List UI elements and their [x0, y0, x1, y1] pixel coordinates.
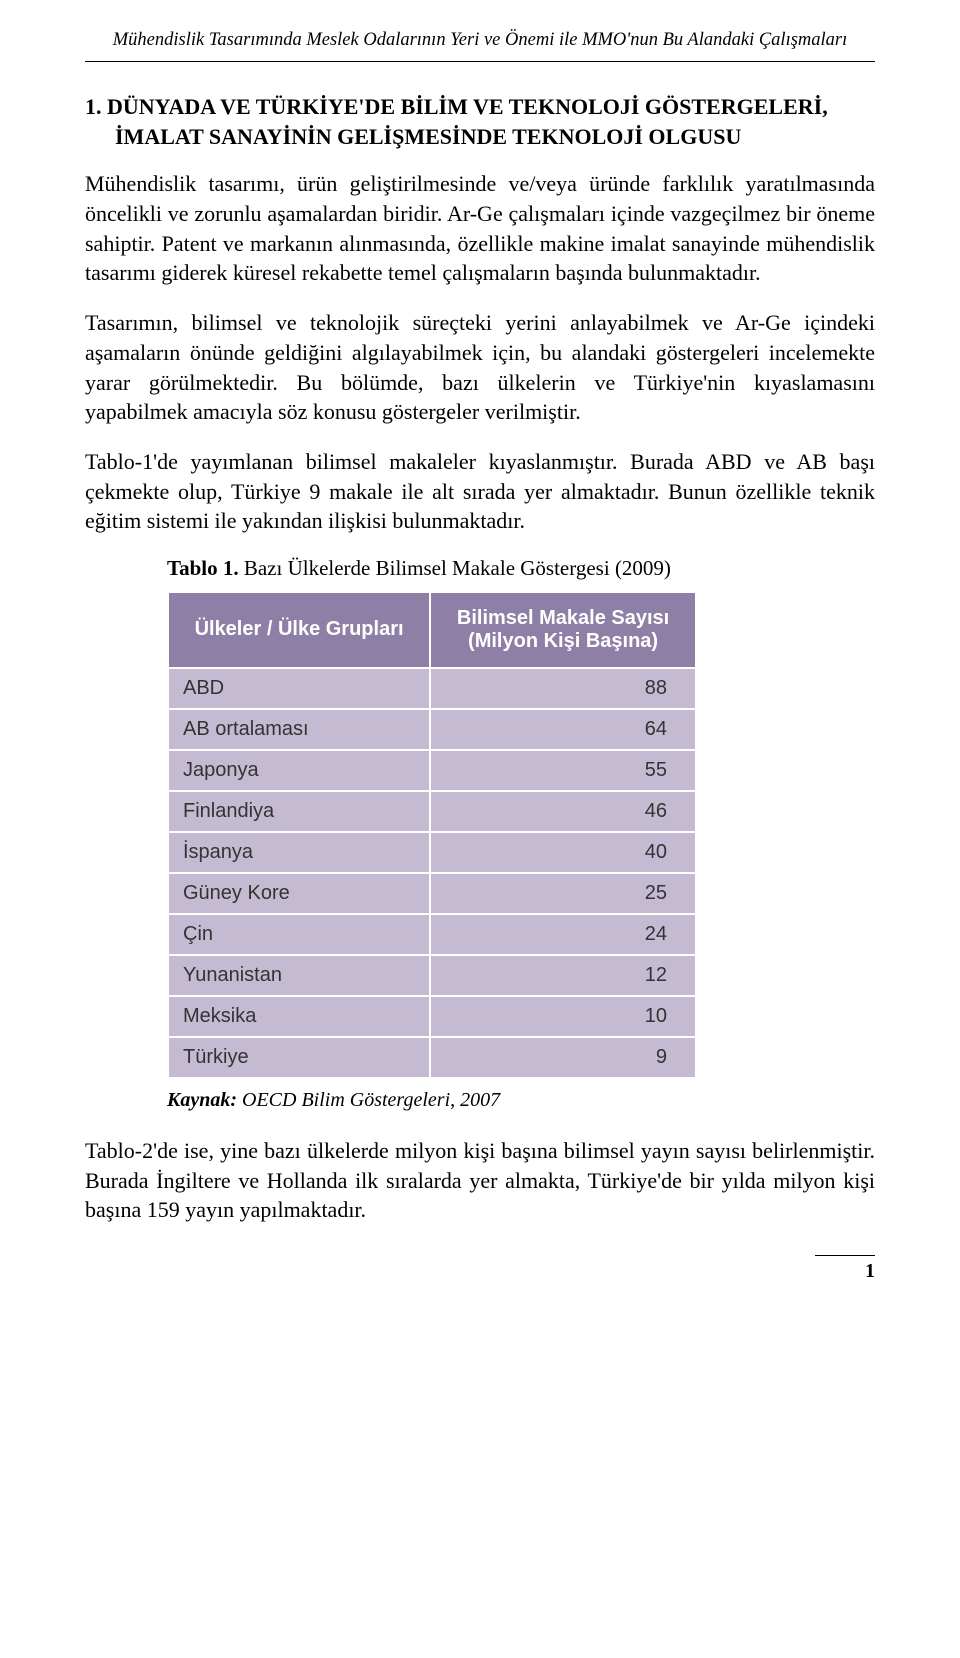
table-cell-value: 46 — [430, 791, 696, 832]
table-cell-value: 10 — [430, 996, 696, 1037]
table-cell-country: Güney Kore — [168, 873, 430, 914]
running-header: Mühendislik Tasarımında Meslek Odalarını… — [85, 30, 875, 57]
table-cell-country: Meksika — [168, 996, 430, 1037]
header-rule — [85, 61, 875, 62]
paragraph-2: Tasarımın, bilimsel ve teknolojik süreçt… — [85, 308, 875, 427]
table-row: Finlandiya46 — [168, 791, 696, 832]
table-row: İspanya40 — [168, 832, 696, 873]
table-cell-value: 12 — [430, 955, 696, 996]
table1-caption-label: Tablo 1. — [167, 556, 239, 580]
table-cell-value: 40 — [430, 832, 696, 873]
table1-source-label: Kaynak: — [167, 1089, 237, 1111]
table-cell-country: Finlandiya — [168, 791, 430, 832]
table-cell-country: Japonya — [168, 750, 430, 791]
table1-source: Kaynak: OECD Bilim Göstergeleri, 2007 — [167, 1089, 875, 1112]
section-heading: 1. DÜNYADA VE TÜRKİYE'DE BİLİM VE TEKNOL… — [85, 92, 875, 151]
table-cell-value: 9 — [430, 1037, 696, 1078]
table-cell-value: 88 — [430, 668, 696, 709]
table-cell-value: 25 — [430, 873, 696, 914]
table1-body: ABD88AB ortalaması64Japonya55Finlandiya4… — [168, 668, 696, 1078]
table1-caption: Tablo 1. Bazı Ülkelerde Bilimsel Makale … — [167, 556, 875, 581]
table-row: Yunanistan12 — [168, 955, 696, 996]
table1-caption-text: Bazı Ülkelerde Bilimsel Makale Gösterges… — [239, 556, 671, 580]
table-row: AB ortalaması64 — [168, 709, 696, 750]
table-cell-value: 64 — [430, 709, 696, 750]
page-number: 1 — [815, 1255, 875, 1283]
table-cell-country: AB ortalaması — [168, 709, 430, 750]
table-cell-country: Çin — [168, 914, 430, 955]
table-cell-country: ABD — [168, 668, 430, 709]
table1-col1-header: Ülkeler / Ülke Grupları — [168, 592, 430, 668]
table1-col2-header: Bilimsel Makale Sayısı (Milyon Kişi Başı… — [430, 592, 696, 668]
table1-header-row: Ülkeler / Ülke Grupları Bilimsel Makale … — [168, 592, 696, 668]
table-row: ABD88 — [168, 668, 696, 709]
table-cell-country: İspanya — [168, 832, 430, 873]
table-cell-value: 24 — [430, 914, 696, 955]
table1-source-text: OECD Bilim Göstergeleri, 2007 — [237, 1089, 500, 1111]
table-cell-country: Türkiye — [168, 1037, 430, 1078]
table1-col2-header-line1: Bilimsel Makale Sayısı — [457, 607, 669, 629]
table-cell-value: 55 — [430, 750, 696, 791]
document-page: Mühendislik Tasarımında Meslek Odalarını… — [0, 0, 960, 1323]
table-row: Güney Kore25 — [168, 873, 696, 914]
table-row: Türkiye9 — [168, 1037, 696, 1078]
paragraph-4: Tablo-2'de ise, yine bazı ülkelerde mily… — [85, 1136, 875, 1225]
table-row: Meksika10 — [168, 996, 696, 1037]
table1-head: Ülkeler / Ülke Grupları Bilimsel Makale … — [168, 592, 696, 668]
paragraph-3: Tablo-1'de yayımlanan bilimsel makaleler… — [85, 447, 875, 536]
table-cell-country: Yunanistan — [168, 955, 430, 996]
table1-col2-header-line2: (Milyon Kişi Başına) — [468, 630, 658, 652]
table-row: Japonya55 — [168, 750, 696, 791]
paragraph-1: Mühendislik tasarımı, ürün geliştirilmes… — [85, 169, 875, 288]
table1: Ülkeler / Ülke Grupları Bilimsel Makale … — [167, 591, 697, 1079]
table-row: Çin24 — [168, 914, 696, 955]
